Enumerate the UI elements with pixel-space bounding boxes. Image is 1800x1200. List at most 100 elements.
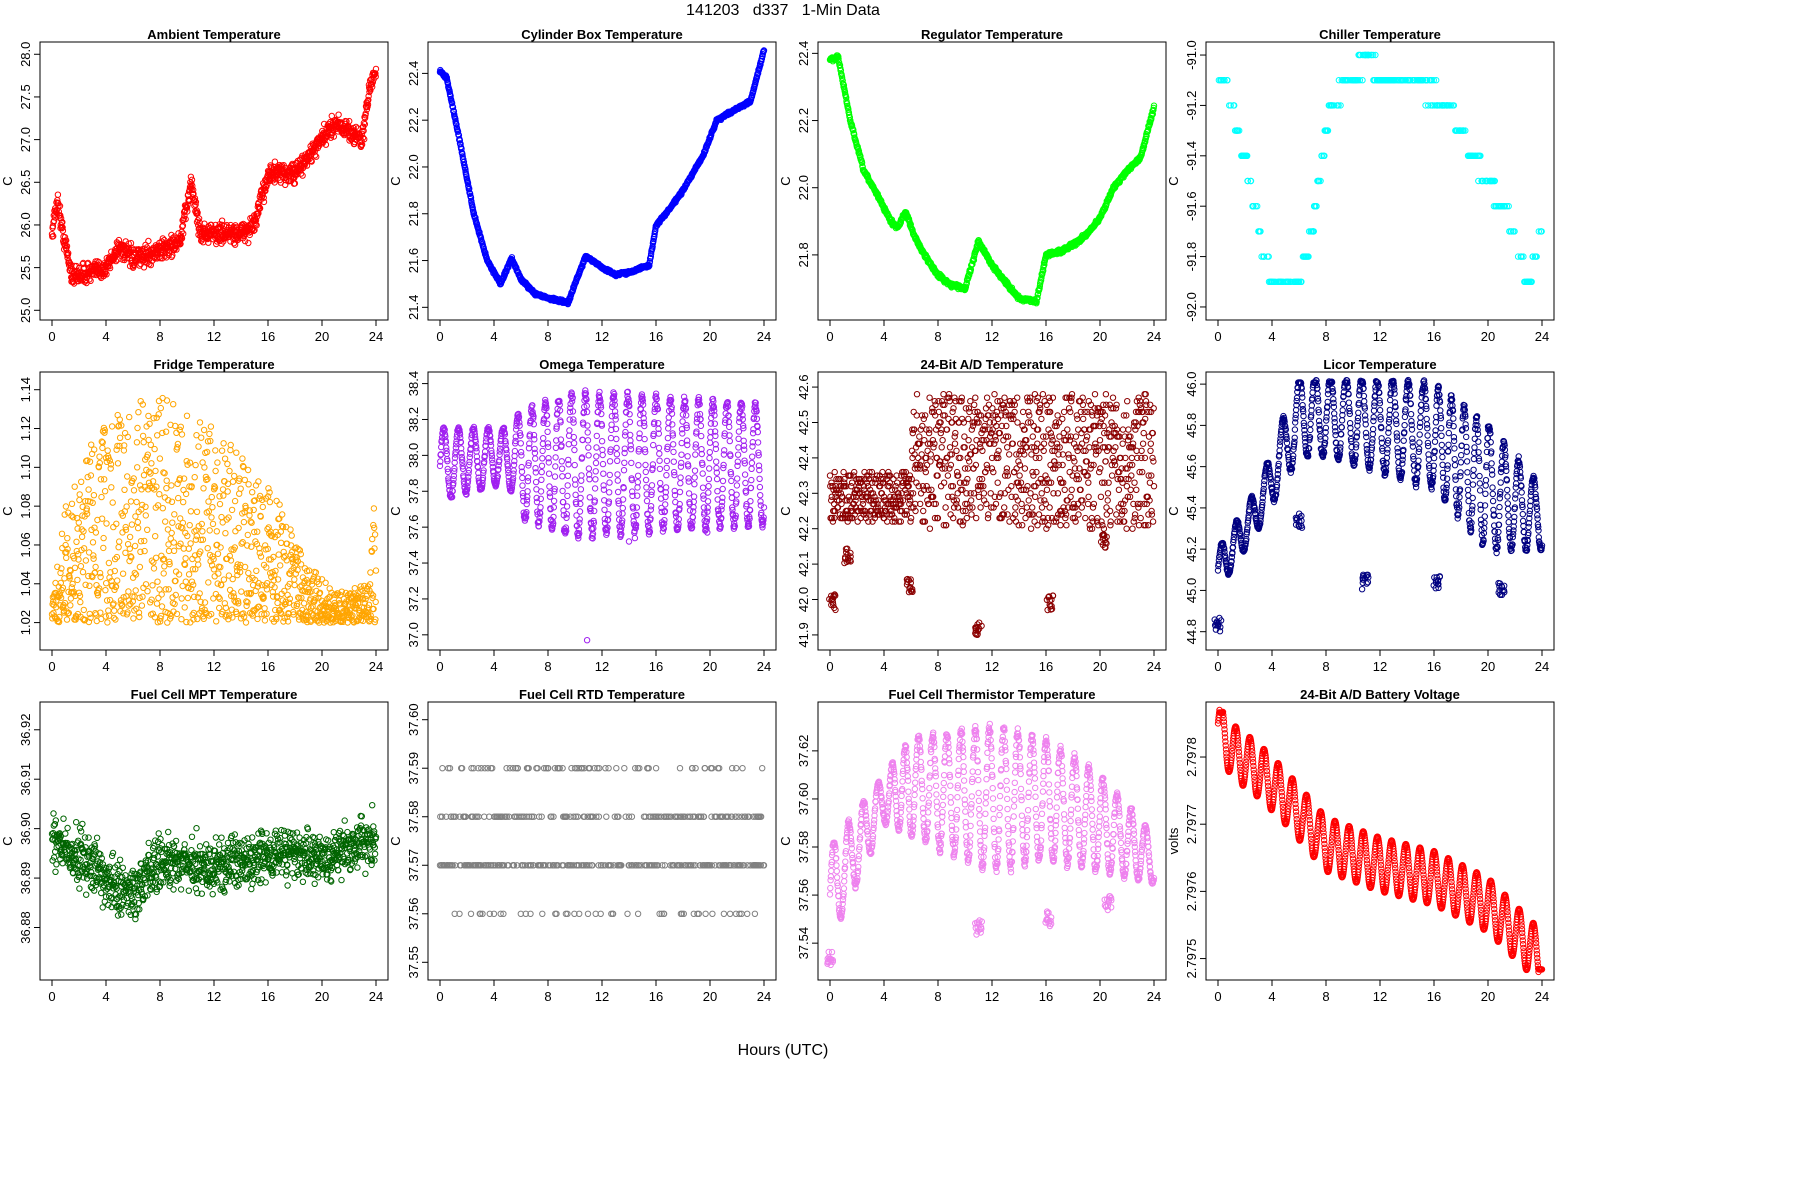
data-point <box>370 505 378 512</box>
data-point <box>87 472 95 479</box>
data-point <box>273 497 280 505</box>
x-tick-label: 4 <box>1268 329 1275 344</box>
data-point <box>144 588 151 595</box>
data-point <box>131 542 139 550</box>
data-point <box>372 567 380 574</box>
panel-title: Fridge Temperature <box>153 357 274 372</box>
x-tick-label: 12 <box>985 329 999 344</box>
data-point <box>200 426 208 434</box>
y-axis-label: C <box>0 176 15 185</box>
data-point <box>141 537 148 545</box>
data-point <box>157 404 165 412</box>
x-tick-label: 12 <box>595 659 609 674</box>
data-point <box>180 230 187 237</box>
data-point <box>277 539 285 546</box>
data-point <box>240 518 248 526</box>
data-point <box>192 461 199 469</box>
data-point <box>80 606 88 614</box>
data-point <box>218 513 225 521</box>
data-point <box>188 176 196 184</box>
data-point <box>62 554 70 561</box>
data-point <box>155 397 163 405</box>
data-point <box>133 498 140 506</box>
data-point <box>76 491 83 498</box>
data-point <box>104 447 111 454</box>
data-point <box>78 533 86 540</box>
data-point <box>126 533 134 541</box>
data-point <box>61 234 69 241</box>
y-tick-label: 22.4 <box>796 41 811 66</box>
data-point <box>216 500 224 508</box>
data-point <box>159 505 167 512</box>
data-point <box>82 581 89 588</box>
x-tick-label: 0 <box>436 659 443 674</box>
data-point <box>183 458 190 465</box>
y-tick-label: 37.0 <box>406 622 421 647</box>
data-point <box>244 466 252 474</box>
x-tick-label: 12 <box>595 329 609 344</box>
data-point <box>154 432 161 439</box>
y-tick-label: 1.04 <box>18 571 33 596</box>
y-tick-label: 22.0 <box>406 154 421 179</box>
data-point <box>254 615 261 623</box>
data-point <box>121 486 128 493</box>
data-point <box>220 492 227 499</box>
data-point <box>100 534 107 542</box>
data-point <box>152 467 159 475</box>
data-point <box>250 506 257 514</box>
data-point <box>127 498 135 505</box>
data-point <box>203 448 211 456</box>
data-point <box>58 530 66 537</box>
data-point <box>187 173 195 181</box>
data-point <box>171 511 178 518</box>
data-point <box>213 528 221 535</box>
data-point <box>237 485 244 492</box>
data-point <box>150 565 158 572</box>
data-point <box>187 540 194 547</box>
data-point <box>244 531 252 539</box>
x-tick-label: 4 <box>490 659 497 674</box>
data-point <box>168 482 175 489</box>
data-point <box>181 604 188 611</box>
data-point <box>209 504 216 511</box>
y-tick-label: 38.0 <box>406 443 421 468</box>
data-point <box>190 186 197 194</box>
data-point <box>372 598 379 606</box>
data-point <box>227 441 234 449</box>
data-point <box>152 554 160 561</box>
data-point <box>287 526 294 533</box>
y-tick-label: -91.8 <box>1184 242 1199 272</box>
data-point <box>160 570 167 577</box>
data-point <box>209 520 217 528</box>
data-point <box>222 530 229 537</box>
plot-frame <box>427 41 777 321</box>
data-point <box>205 239 212 246</box>
x-tick-label: 20 <box>703 329 717 344</box>
data-point <box>115 544 122 551</box>
data-point <box>82 557 90 564</box>
data-point <box>158 603 166 610</box>
data-point <box>113 520 120 527</box>
data-point <box>224 460 231 468</box>
x-tick-label: 8 <box>544 659 551 674</box>
panel-title: Chiller Temperature <box>1319 27 1441 42</box>
data-point <box>231 497 239 505</box>
data-point <box>171 600 178 608</box>
y-tick-label: 1.14 <box>18 377 33 402</box>
y-tick-label: 22.2 <box>796 108 811 133</box>
data-point <box>114 460 122 467</box>
data-point <box>116 538 123 545</box>
data-point <box>156 455 164 462</box>
x-tick-label: 16 <box>261 659 275 674</box>
data-point <box>220 576 228 583</box>
data-point <box>180 498 187 506</box>
data-point <box>140 472 148 479</box>
data-point <box>124 433 132 441</box>
data-point <box>86 582 93 589</box>
data-point <box>196 419 204 426</box>
y-tick-label: 37.4 <box>406 550 421 575</box>
x-tick-label: 16 <box>1039 329 1053 344</box>
data-point <box>259 503 266 511</box>
data-point <box>112 257 120 265</box>
